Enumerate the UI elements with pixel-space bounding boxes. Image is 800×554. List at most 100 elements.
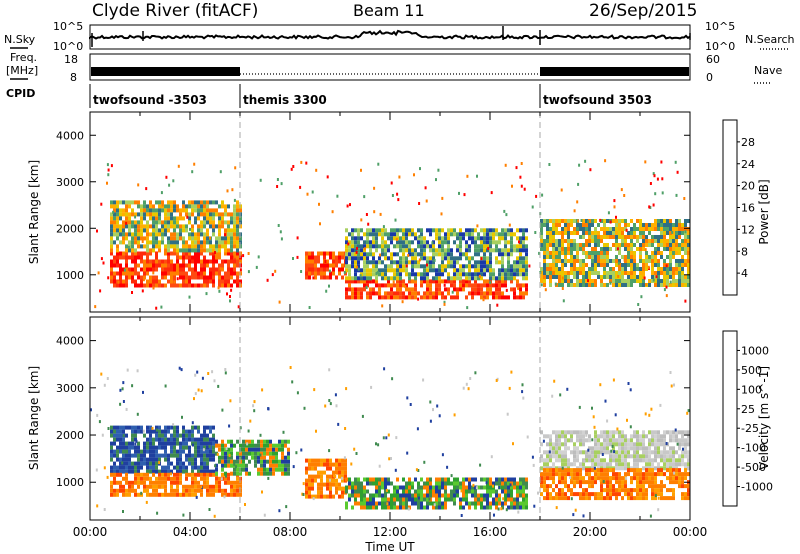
heatmap-cell [663, 243, 666, 247]
heatmap-cell [134, 224, 137, 229]
heatmap-cell [125, 465, 128, 470]
heatmap-cell [429, 268, 432, 273]
heatmap-cell [269, 463, 272, 468]
heatmap-cell [642, 275, 645, 279]
heatmap-cell [525, 501, 528, 506]
heatmap-cell [519, 268, 522, 273]
nsky-line [89, 29, 691, 40]
heatmap-cell [369, 497, 372, 502]
heatmap-cell [501, 248, 504, 253]
heatmap-speckle [652, 172, 655, 176]
heatmap-cell [203, 275, 206, 280]
heatmap-cell [426, 240, 429, 245]
heatmap-cell [444, 252, 447, 257]
heatmap-cell [444, 287, 447, 292]
heatmap-cell [621, 235, 624, 239]
heatmap-speckle [122, 381, 125, 385]
heatmap-cell [432, 240, 435, 245]
heatmap-cell [167, 492, 170, 497]
heatmap-cell [678, 430, 681, 435]
heatmap-cell [438, 232, 441, 237]
heatmap-cell [492, 291, 495, 296]
heatmap-speckle [489, 281, 492, 284]
heatmap-cell [369, 477, 372, 482]
heatmap-cell [564, 247, 567, 251]
heatmap-cell [558, 434, 561, 439]
heatmap-cell [567, 247, 570, 251]
heatmap-speckle [106, 163, 109, 167]
heatmap-speckle [649, 514, 652, 518]
heatmap-cell [426, 256, 429, 261]
heatmap-cell [456, 248, 459, 253]
heatmap-cell [206, 465, 209, 470]
heatmap-cell [525, 477, 528, 482]
heatmap-cell [251, 447, 254, 452]
heatmap-cell [558, 271, 561, 275]
heatmap-cell [507, 497, 510, 502]
heatmap-cell [378, 291, 381, 296]
heatmap-cell [444, 264, 447, 269]
heatmap-cell [405, 489, 408, 494]
heatmap-cell [314, 271, 317, 276]
heatmap-cell [251, 451, 254, 456]
heatmap-cell [351, 291, 354, 296]
heatmap-cell [143, 445, 146, 450]
heatmap-cell [360, 505, 363, 510]
heatmap-speckle [587, 448, 590, 452]
heatmap-cell [504, 276, 507, 281]
heatmap-cell [176, 441, 179, 446]
heatmap-cell [122, 232, 125, 237]
heatmap-cell [170, 263, 173, 268]
heatmap-cell [669, 438, 672, 443]
heatmap-cell [176, 425, 179, 430]
heatmap-cell [158, 469, 161, 474]
heatmap-speckle [158, 461, 161, 465]
heatmap-speckle [485, 481, 488, 485]
heatmap-cell [501, 236, 504, 241]
heatmap-cell [543, 458, 546, 463]
heatmap-cell [600, 275, 603, 279]
heatmap-cell [411, 240, 414, 245]
heatmap-cell [164, 275, 167, 280]
heatmap-cell [621, 438, 624, 443]
heatmap-cell [615, 480, 618, 485]
heatmap-cell [143, 263, 146, 268]
heatmap-speckle [657, 508, 660, 512]
heatmap-cell [257, 447, 260, 452]
heatmap-cell [224, 275, 227, 280]
heatmap-cell [471, 256, 474, 261]
heatmap-cell [663, 450, 666, 455]
heatmap-speckle [614, 413, 617, 417]
heatmap-cell [552, 239, 555, 243]
heatmap-cell [639, 283, 642, 287]
heatmap-cell [188, 244, 191, 249]
heatmap-cell [570, 271, 573, 275]
heatmap-cell [275, 463, 278, 468]
heatmap-speckle [386, 502, 389, 506]
heatmap-speckle [178, 366, 181, 370]
heatmap-cell [125, 267, 128, 272]
heatmap-cell [576, 476, 579, 481]
heatmap-cell [125, 204, 128, 209]
heatmap-cell [254, 451, 257, 456]
heatmap-cell [332, 478, 335, 483]
heatmap-cell [513, 295, 516, 300]
heatmap-speckle [259, 178, 262, 182]
heatmap-cell [609, 430, 612, 435]
heatmap-cell [486, 244, 489, 249]
heatmap-cell [564, 476, 567, 481]
heatmap-cell [672, 480, 675, 485]
heatmap-speckle [429, 419, 432, 423]
heatmap-cell [486, 501, 489, 506]
heatmap-cell [645, 472, 648, 477]
heatmap-cell [399, 240, 402, 245]
heatmap-cell [522, 256, 525, 261]
heatmap-cell [492, 501, 495, 506]
heatmap-cell [387, 236, 390, 241]
heatmap-cell [233, 228, 236, 233]
heatmap-cell [687, 239, 690, 243]
heatmap-cell [609, 279, 612, 283]
heatmap-cell [522, 264, 525, 269]
heatmap-cell [203, 212, 206, 217]
nsky-tick-left-top: 10^5 [53, 20, 83, 33]
